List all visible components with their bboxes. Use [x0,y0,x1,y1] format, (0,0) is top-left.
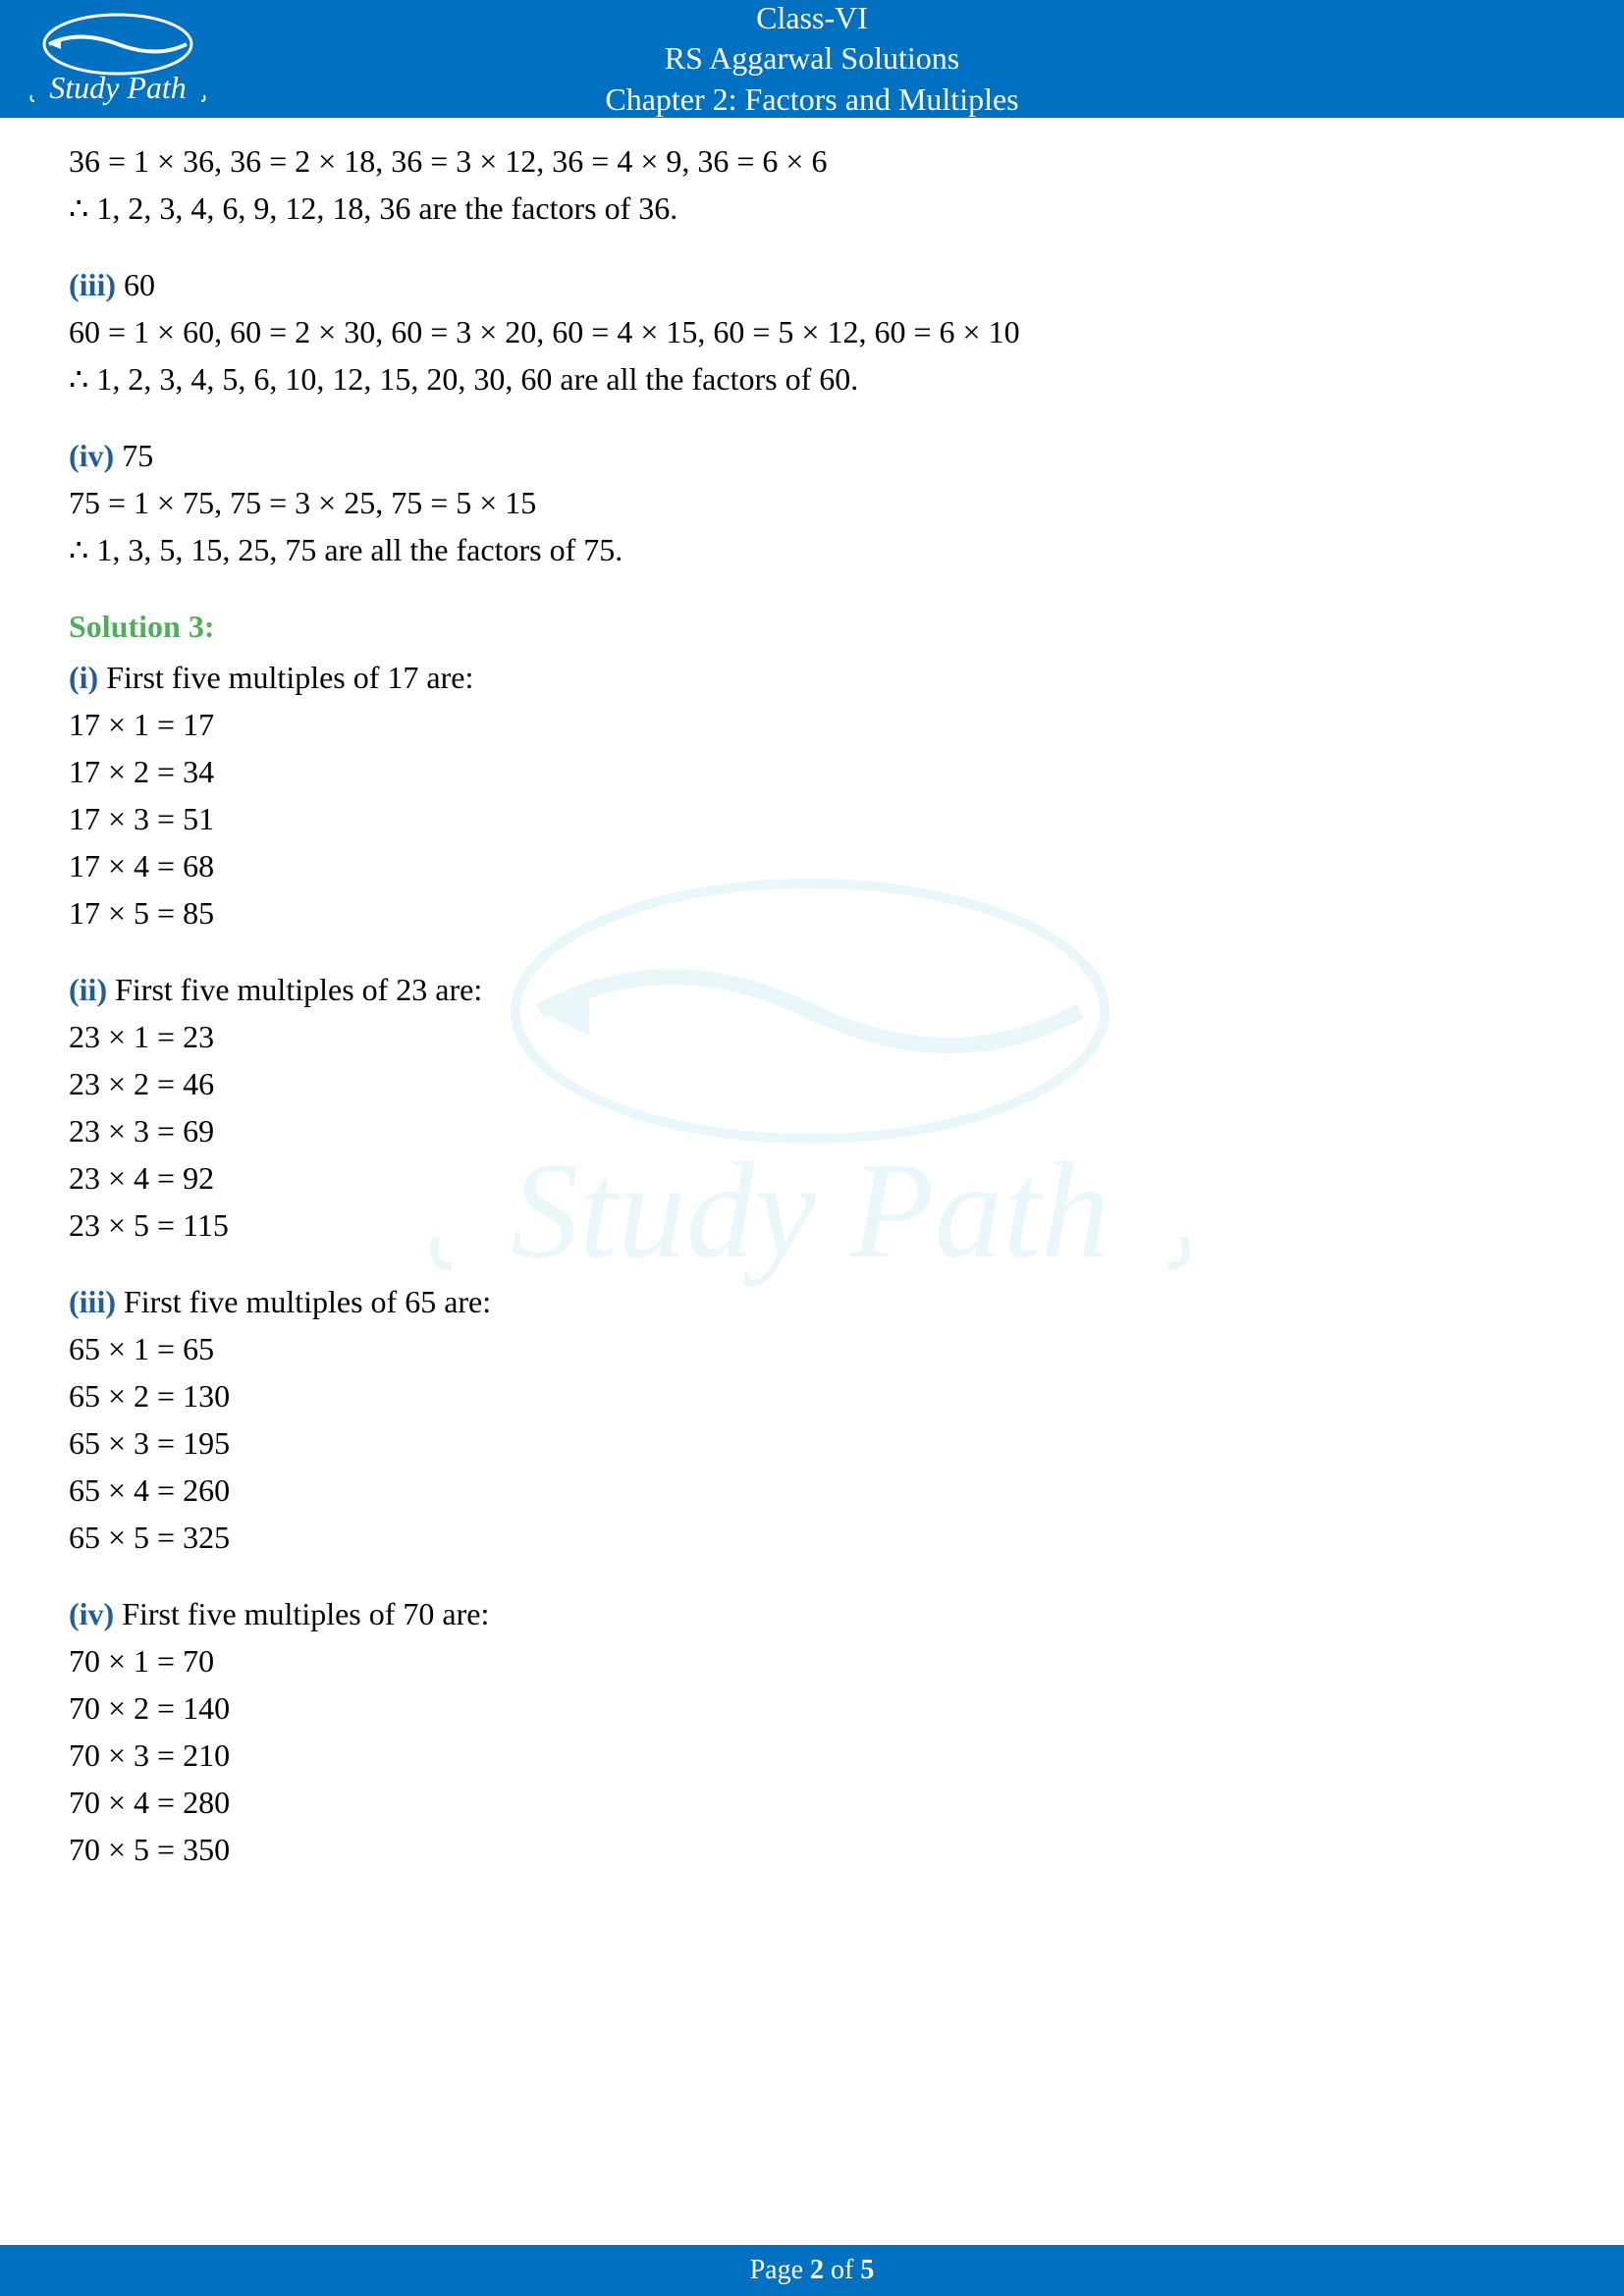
title-line: RS Aggarwal Solutions [0,38,1624,80]
part-iii-60-block: (iii) 60 60 = 1 × 60, 60 = 2 × 30, 60 = … [69,261,1555,402]
total-pages: 5 [860,2255,874,2285]
mult-23-l4: 23 × 4 = 92 [69,1154,1555,1201]
mult-17-l3: 17 × 3 = 51 [69,795,1555,842]
svg-text:Study Path: Study Path [49,70,187,105]
part-iii-60-expansion: 60 = 1 × 60, 60 = 2 × 30, 60 = 3 × 20, 6… [69,308,1555,355]
factors-36-expansion: 36 = 1 × 36, 36 = 2 × 18, 36 = 3 × 12, 3… [69,137,1555,185]
part-iv-75-block: (iv) 75 75 = 1 × 75, 75 = 3 × 25, 75 = 5… [69,432,1555,573]
mult-23-l1: 23 × 1 = 23 [69,1013,1555,1060]
mult-70-l2: 70 × 2 = 140 [69,1684,1555,1732]
mult-65-l4: 65 × 4 = 260 [69,1467,1555,1514]
num-60: 60 [116,267,155,302]
roman-ii: (ii) [69,972,107,1007]
mult-70-l5: 70 × 5 = 350 [69,1826,1555,1873]
mult-65-l5: 65 × 5 = 325 [69,1514,1555,1561]
mult-23-intro: (ii) First five multiples of 23 are: [69,966,1555,1013]
mult-17-l5: 17 × 5 = 85 [69,889,1555,936]
mult-65-block: (iii) First five multiples of 65 are: 65… [69,1278,1555,1561]
mult-70-l1: 70 × 1 = 70 [69,1637,1555,1684]
page-label: Page [750,2255,810,2285]
solution-3-heading: Solution 3: [69,603,1555,650]
mult-65-l1: 65 × 1 = 65 [69,1325,1555,1372]
of-label: of [824,2255,860,2285]
factors-36-block: 36 = 1 × 36, 36 = 2 × 18, 36 = 3 × 12, 3… [69,137,1555,232]
roman-i: (i) [69,660,98,695]
part-iv-75-heading: (iv) 75 [69,432,1555,479]
part-iv-75-expansion: 75 = 1 × 75, 75 = 3 × 25, 75 = 5 × 15 [69,479,1555,526]
roman-iii-b: (iii) [69,1284,116,1319]
mult-23-intro-text: First five multiples of 23 are: [107,972,482,1007]
mult-70-intro-text: First five multiples of 70 are: [114,1596,489,1631]
mult-65-intro: (iii) First five multiples of 65 are: [69,1278,1555,1325]
roman-iv: (iv) [69,438,114,473]
mult-17-intro: (i) First five multiples of 17 are: [69,654,1555,701]
roman-iv-b: (iv) [69,1596,114,1631]
mult-17-l1: 17 × 1 = 17 [69,701,1555,748]
footer-bar: Page 2 of 5 [0,2245,1624,2296]
mult-70-l4: 70 × 4 = 280 [69,1779,1555,1826]
mult-17-intro-text: First five multiples of 17 are: [98,660,473,695]
content-area: 36 = 1 × 36, 36 = 2 × 18, 36 = 3 × 12, 3… [0,118,1624,1873]
mult-65-intro-text: First five multiples of 65 are: [116,1284,491,1319]
mult-17-block: (i) First five multiples of 17 are: 17 ×… [69,654,1555,936]
header-bar: Study Path Class-VI RS Aggarwal Solution… [0,0,1624,118]
roman-iii: (iii) [69,267,116,302]
mult-65-l3: 65 × 3 = 195 [69,1419,1555,1467]
part-iii-60-conclusion: ∴ 1, 2, 3, 4, 5, 6, 10, 12, 15, 20, 30, … [69,355,1555,402]
page-num: 2 [810,2255,824,2285]
logo: Study Path [20,5,216,113]
mult-23-l5: 23 × 5 = 115 [69,1201,1555,1249]
mult-70-block: (iv) First five multiples of 70 are: 70 … [69,1590,1555,1873]
factors-36-conclusion: ∴ 1, 2, 3, 4, 6, 9, 12, 18, 36 are the f… [69,185,1555,232]
class-line: Class-VI [0,0,1624,38]
part-iii-60-heading: (iii) 60 [69,261,1555,308]
header-text-block: Class-VI RS Aggarwal Solutions Chapter 2… [0,0,1624,120]
chapter-line: Chapter 2: Factors and Multiples [0,80,1624,121]
mult-23-block: (ii) First five multiples of 23 are: 23 … [69,966,1555,1249]
mult-65-l2: 65 × 2 = 130 [69,1372,1555,1419]
mult-17-l2: 17 × 2 = 34 [69,748,1555,795]
mult-70-intro: (iv) First five multiples of 70 are: [69,1590,1555,1637]
part-iv-75-conclusion: ∴ 1, 3, 5, 15, 25, 75 are all the factor… [69,526,1555,573]
mult-23-l3: 23 × 3 = 69 [69,1107,1555,1154]
num-75: 75 [114,438,153,473]
mult-17-l4: 17 × 4 = 68 [69,842,1555,889]
mult-23-l2: 23 × 2 = 46 [69,1060,1555,1107]
mult-70-l3: 70 × 3 = 210 [69,1732,1555,1779]
